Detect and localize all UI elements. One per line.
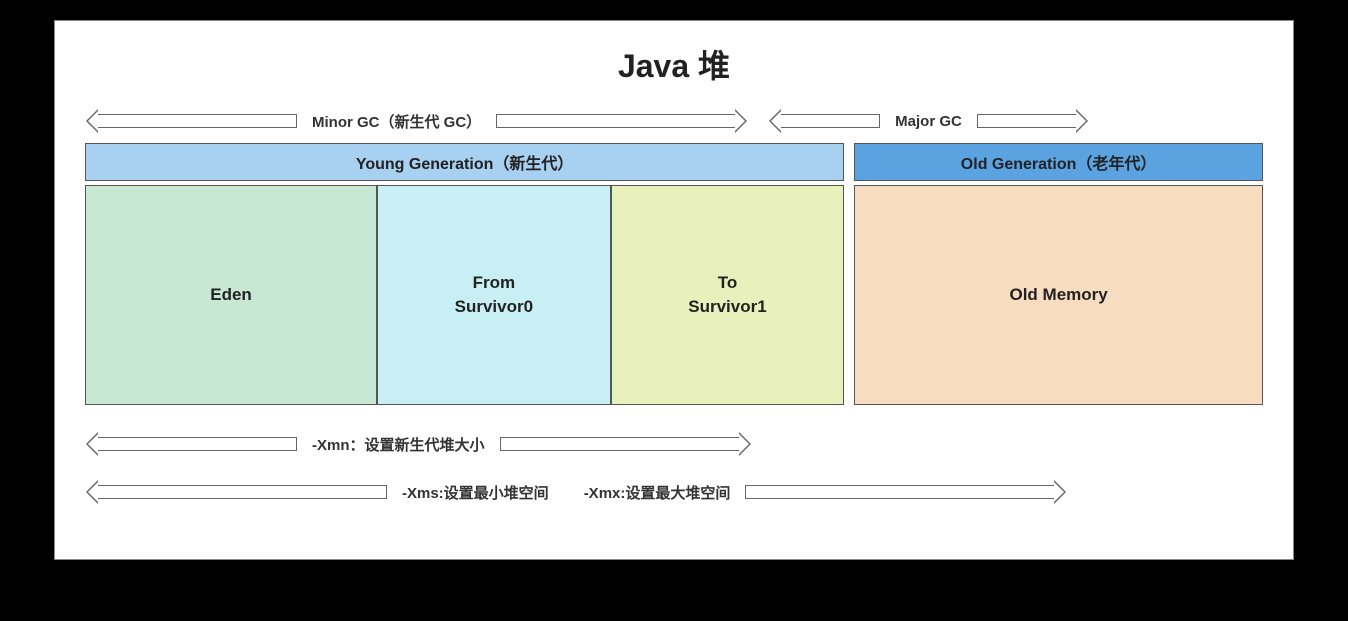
xms-xmx-row: -Xms:设置最小堆空间 -Xmx:设置最大堆空间 [85,478,1263,506]
minor-gc-arrow-left [97,114,297,128]
xmn-label: -Xmn：设置新生代堆大小 [297,434,500,455]
generation-headers: Young Generation（新生代） Old Generation（老年代… [85,143,1263,181]
diagram-title: Java 堆 [85,41,1263,87]
diagram-container: Java 堆 Minor GC（新生代 GC） Major GC Young G… [54,20,1294,560]
major-gc-arrow-left [780,114,880,128]
xmn-row: -Xmn：设置新生代堆大小 [85,430,1263,458]
survivor0-block: From Survivor0 [377,185,611,405]
xmx-arrow-right [745,485,1055,499]
major-gc-label: Major GC [880,113,977,130]
old-memory-label: Old Memory [1009,283,1107,307]
major-gc-arrow-right [977,114,1077,128]
young-gen-label: Young Generation（新生代） [356,150,574,174]
eden-label: Eden [210,283,252,307]
xms-label: -Xms:设置最小堆空间 [387,482,564,503]
survivor1-line1: To [718,271,738,295]
xmn-arrow-right [500,437,740,451]
xms-arrow-left [97,485,387,499]
xmx-label: -Xmx:设置最大堆空间 [564,482,746,503]
gc-arrow-row: Minor GC（新生代 GC） Major GC [85,107,1263,135]
eden-block: Eden [85,185,377,405]
survivor0-line1: From [473,271,516,295]
minor-gc-arrow-right [496,114,736,128]
survivor1-block: To Survivor1 [611,185,845,405]
survivor0-line2: Survivor0 [455,295,533,319]
young-gen-header: Young Generation（新生代） [85,143,844,181]
old-gen-header: Old Generation（老年代） [854,143,1263,181]
xmn-arrow-left [97,437,297,451]
jvm-params-section: -Xmn：设置新生代堆大小 -Xms:设置最小堆空间 -Xmx:设置最大堆空间 [85,430,1263,506]
minor-gc-label: Minor GC（新生代 GC） [297,111,496,132]
old-memory-block: Old Memory [854,185,1263,405]
old-gen-label: Old Generation（老年代） [961,150,1157,174]
survivor1-line2: Survivor1 [688,295,766,319]
memory-blocks-row: Eden From Survivor0 To Survivor1 Old Mem… [85,185,1263,405]
